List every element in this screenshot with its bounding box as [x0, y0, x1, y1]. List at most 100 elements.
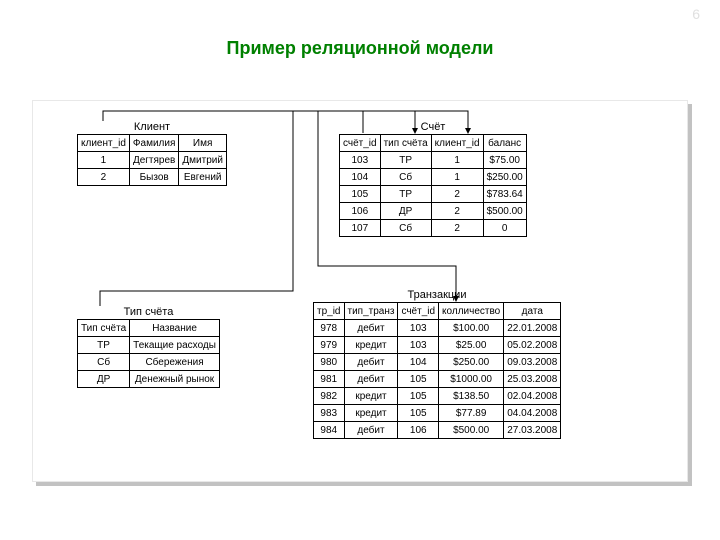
- table-cell: кредит: [344, 337, 398, 354]
- table-row: 105ТР2$783.64: [340, 186, 527, 203]
- table-cell: 105: [398, 405, 439, 422]
- table-row: 981дебит105$1000.0025.03.2008: [314, 371, 561, 388]
- table-cell: 982: [314, 388, 345, 405]
- column-header: счёт_id: [398, 303, 439, 320]
- table-cell: ТР: [78, 337, 130, 354]
- table-row: ДРДенежный рынок: [78, 371, 220, 388]
- table-row: 978дебит103$100.0022.01.2008: [314, 320, 561, 337]
- table-transactions-grid: тр_idтип_транзсчёт_idколличестводата978д…: [313, 302, 561, 439]
- page-number: 6: [692, 6, 700, 22]
- column-header: баланс: [483, 135, 526, 152]
- column-header: счёт_id: [340, 135, 381, 152]
- table-row: 979кредит103$25.0005.02.2008: [314, 337, 561, 354]
- table-cell: 2: [431, 186, 483, 203]
- table-cell: 980: [314, 354, 345, 371]
- table-cell: 104: [398, 354, 439, 371]
- table-cell: 105: [398, 371, 439, 388]
- table-cell: 25.03.2008: [504, 371, 561, 388]
- table-row: 106ДР2$500.00: [340, 203, 527, 220]
- column-header: Название: [130, 320, 220, 337]
- table-cell: кредит: [344, 388, 398, 405]
- table-row: 1ДегтяревДмитрий: [78, 152, 227, 169]
- table-cell: Евгений: [179, 169, 227, 186]
- column-header: Фамилия: [129, 135, 178, 152]
- table-cell: дебит: [344, 320, 398, 337]
- diagram-panel: Клиент клиент_idФамилияИмя1ДегтяревДмитр…: [32, 100, 688, 482]
- table-cell: 2: [431, 203, 483, 220]
- table-cell: 02.04.2008: [504, 388, 561, 405]
- table-cell: $250.00: [483, 169, 526, 186]
- table-cell: Сб: [380, 220, 431, 237]
- table-cell: $100.00: [439, 320, 504, 337]
- table-account-type: Тип счёта Тип счётаНазваниеТРТекащие рас…: [77, 306, 220, 388]
- table-cell: 2: [431, 220, 483, 237]
- table-cell: 978: [314, 320, 345, 337]
- column-header: дата: [504, 303, 561, 320]
- table-cell: 22.01.2008: [504, 320, 561, 337]
- table-cell: 0: [483, 220, 526, 237]
- table-row: 107Сб20: [340, 220, 527, 237]
- table-transactions: Транзакции тр_idтип_транзсчёт_idколличес…: [313, 289, 561, 439]
- table-cell: 106: [398, 422, 439, 439]
- table-cell: 104: [340, 169, 381, 186]
- table-cell: 09.03.2008: [504, 354, 561, 371]
- table-cell: $25.00: [439, 337, 504, 354]
- table-cell: Сб: [78, 354, 130, 371]
- page-title: Пример реляционной модели: [0, 38, 720, 59]
- table-row: 103ТР1$75.00: [340, 152, 527, 169]
- table-client-label: Клиент: [77, 121, 227, 133]
- table-cell: ТР: [380, 152, 431, 169]
- table-cell: 983: [314, 405, 345, 422]
- table-cell: $250.00: [439, 354, 504, 371]
- column-header: клиент_id: [78, 135, 130, 152]
- table-cell: дебит: [344, 354, 398, 371]
- table-cell: 103: [398, 320, 439, 337]
- table-row: СбСбережения: [78, 354, 220, 371]
- table-cell: 105: [398, 388, 439, 405]
- table-cell: ДР: [380, 203, 431, 220]
- table-cell: 103: [340, 152, 381, 169]
- table-row: 983кредит105$77.8904.04.2008: [314, 405, 561, 422]
- table-cell: 106: [340, 203, 381, 220]
- table-cell: Дегтярев: [129, 152, 178, 169]
- table-cell: ДР: [78, 371, 130, 388]
- table-cell: Текащие расходы: [130, 337, 220, 354]
- table-cell: $1000.00: [439, 371, 504, 388]
- column-header: Имя: [179, 135, 227, 152]
- table-cell: $75.00: [483, 152, 526, 169]
- table-cell: 984: [314, 422, 345, 439]
- table-cell: Денежный рынок: [130, 371, 220, 388]
- table-cell: Сб: [380, 169, 431, 186]
- table-cell: $500.00: [439, 422, 504, 439]
- column-header: тип счёта: [380, 135, 431, 152]
- table-cell: 27.03.2008: [504, 422, 561, 439]
- table-cell: $783.64: [483, 186, 526, 203]
- table-account-label: Счёт: [339, 121, 527, 133]
- column-header: Тип счёта: [78, 320, 130, 337]
- table-row: ТРТекащие расходы: [78, 337, 220, 354]
- column-header: клиент_id: [431, 135, 483, 152]
- table-cell: дебит: [344, 422, 398, 439]
- column-header: колличество: [439, 303, 504, 320]
- table-cell: 103: [398, 337, 439, 354]
- table-cell: 107: [340, 220, 381, 237]
- table-cell: 979: [314, 337, 345, 354]
- table-cell: 1: [431, 152, 483, 169]
- table-cell: 1: [431, 169, 483, 186]
- table-account: Счёт счёт_idтип счётаклиент_idбаланс103Т…: [339, 121, 527, 237]
- table-cell: Бызов: [129, 169, 178, 186]
- table-cell: 05.02.2008: [504, 337, 561, 354]
- table-row: 104Сб1$250.00: [340, 169, 527, 186]
- table-cell: Дмитрий: [179, 152, 227, 169]
- table-cell: 2: [78, 169, 130, 186]
- table-row: 2БызовЕвгений: [78, 169, 227, 186]
- table-cell: 105: [340, 186, 381, 203]
- table-client-grid: клиент_idФамилияИмя1ДегтяревДмитрий2Бызо…: [77, 134, 227, 186]
- table-client: Клиент клиент_idФамилияИмя1ДегтяревДмитр…: [77, 121, 227, 186]
- table-cell: $500.00: [483, 203, 526, 220]
- column-header: тип_транз: [344, 303, 398, 320]
- table-row: 980дебит104$250.0009.03.2008: [314, 354, 561, 371]
- table-cell: ТР: [380, 186, 431, 203]
- table-account-type-label: Тип счёта: [77, 306, 220, 318]
- table-cell: $138.50: [439, 388, 504, 405]
